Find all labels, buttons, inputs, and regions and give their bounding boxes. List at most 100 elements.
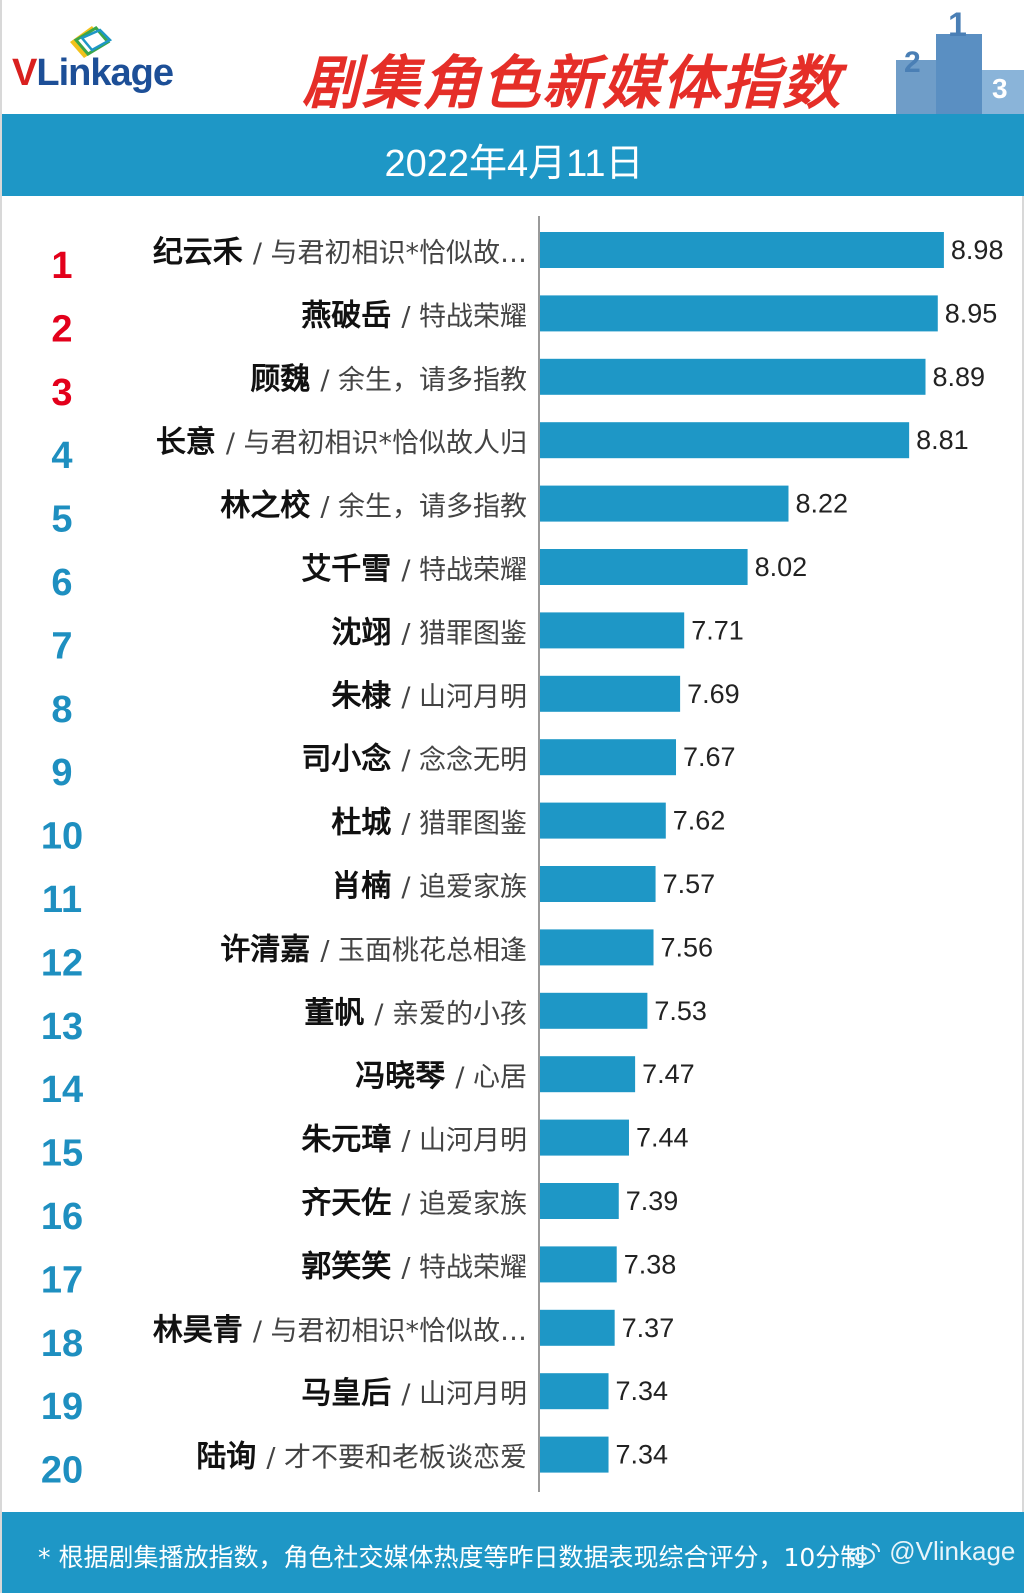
drama-name: / 追爱家族 bbox=[401, 872, 527, 903]
bar bbox=[540, 358, 926, 395]
ranking-bar-chart: 8.98 1 纪云禾 / 与君初相识*恰似故… 8.95 2 燕破岳 / 特战荣耀 8.89 3 顾… bbox=[41, 216, 1004, 1492]
category-label: 燕破岳 / 特战荣耀 bbox=[301, 298, 527, 333]
drama-name: / 玉面桃花总相逢 bbox=[320, 935, 527, 966]
character-name: 陆询 bbox=[196, 1440, 256, 1475]
rank-label: 2 bbox=[51, 308, 72, 350]
value-label: 7.37 bbox=[622, 1313, 675, 1343]
character-name: 燕破岳 bbox=[301, 298, 391, 333]
header: VLinkage 剧集角色新媒体指数 2 1 3 bbox=[2, 0, 1024, 117]
watermark-text: @Vlinkage bbox=[889, 1536, 1016, 1566]
drama-name: / 山河月明 bbox=[401, 1379, 527, 1410]
value-label: 7.34 bbox=[616, 1376, 669, 1406]
drama-name: / 特战荣耀 bbox=[401, 1252, 527, 1283]
value-label: 8.98 bbox=[951, 235, 1004, 265]
value-label: 7.34 bbox=[616, 1440, 669, 1470]
date-label: 2022年4月11日 bbox=[384, 143, 644, 185]
category-label: 林之校 / 余生，请多指教 bbox=[220, 489, 527, 524]
category-label: 董帆 / 亲爱的小孩 bbox=[304, 996, 527, 1031]
drama-name: / 与君初相识*恰似故人归 bbox=[226, 428, 527, 459]
category-label: 顾魏 / 余生，请多指教 bbox=[250, 362, 527, 397]
rank-label: 18 bbox=[41, 1323, 83, 1365]
drama-name: / 余生，请多指教 bbox=[320, 492, 527, 523]
character-name: 林昊青 bbox=[153, 1313, 243, 1348]
vlinkage-logo-mark-icon bbox=[70, 26, 113, 58]
drama-name: / 念念无明 bbox=[401, 745, 527, 776]
character-name: 司小念 bbox=[301, 742, 391, 777]
rank-label: 14 bbox=[41, 1069, 83, 1111]
drama-name: / 追爱家族 bbox=[401, 1189, 527, 1220]
character-name: 长意 bbox=[156, 425, 216, 460]
svg-text:1: 1 bbox=[948, 10, 967, 44]
value-label: 8.81 bbox=[916, 425, 969, 455]
logo-rest: Linkage bbox=[36, 52, 174, 94]
character-name: 林之校 bbox=[220, 489, 310, 524]
category-label: 朱元璋 / 山河月明 bbox=[301, 1123, 527, 1158]
bar bbox=[540, 1183, 619, 1219]
category-label: 纪云禾 / 与君初相识*恰似故… bbox=[153, 235, 527, 270]
value-label: 7.57 bbox=[663, 869, 716, 899]
character-name: 冯晓琴 bbox=[355, 1059, 445, 1094]
rank-label: 20 bbox=[41, 1450, 83, 1492]
category-label: 齐天佐 / 追爱家族 bbox=[301, 1186, 527, 1221]
value-label: 7.53 bbox=[654, 996, 707, 1026]
category-label: 陆询 / 才不要和老板谈恋爱 bbox=[196, 1440, 527, 1475]
rank-label: 11 bbox=[42, 879, 82, 921]
category-label: 朱棣 / 山河月明 bbox=[331, 679, 527, 714]
rank-label: 19 bbox=[41, 1386, 83, 1428]
value-label: 7.47 bbox=[642, 1059, 695, 1089]
rank-label: 7 bbox=[51, 625, 72, 667]
logo-v: V bbox=[12, 52, 37, 94]
drama-name: / 与君初相识*恰似故… bbox=[253, 1316, 527, 1347]
footnote: * 根据剧集播放指数，角色社交媒体热度等昨日数据表现综合评分，10分制 bbox=[38, 1543, 866, 1572]
value-label: 7.67 bbox=[683, 742, 736, 772]
drama-name: / 余生，请多指教 bbox=[320, 365, 527, 396]
bar bbox=[540, 612, 685, 649]
bar bbox=[540, 929, 654, 966]
value-label: 7.56 bbox=[661, 932, 714, 962]
character-name: 纪云禾 bbox=[153, 235, 243, 270]
footer: * 根据剧集播放指数，角色社交媒体热度等昨日数据表现综合评分，10分制 @Vli… bbox=[2, 1512, 1024, 1593]
value-label: 7.38 bbox=[624, 1249, 677, 1279]
character-name: 马皇后 bbox=[301, 1376, 391, 1411]
bar bbox=[540, 802, 666, 839]
drama-name: / 特战荣耀 bbox=[401, 301, 527, 332]
value-label: 7.39 bbox=[626, 1186, 679, 1216]
watermark: @Vlinkage bbox=[848, 1536, 1015, 1567]
drama-name: / 山河月明 bbox=[401, 682, 527, 713]
category-label: 冯晓琴 / 心居 bbox=[355, 1059, 527, 1094]
drama-name: / 心居 bbox=[455, 1062, 527, 1093]
character-name: 郭笑笑 bbox=[301, 1249, 391, 1284]
drama-name: / 山河月明 bbox=[401, 1126, 527, 1157]
category-label: 沈翊 / 猎罪图鉴 bbox=[331, 615, 527, 650]
bar bbox=[540, 485, 789, 522]
bar bbox=[540, 1436, 609, 1473]
category-label: 肖楠 / 追爱家族 bbox=[331, 869, 527, 904]
value-label: 8.22 bbox=[795, 489, 848, 519]
bar bbox=[540, 992, 648, 1029]
character-name: 朱棣 bbox=[331, 679, 391, 714]
category-label: 许清嘉 / 玉面桃花总相逢 bbox=[220, 932, 527, 967]
bar bbox=[540, 295, 938, 332]
character-name: 许清嘉 bbox=[220, 932, 310, 967]
character-name: 肖楠 bbox=[331, 869, 391, 904]
value-label: 8.89 bbox=[933, 362, 986, 392]
value-label: 8.95 bbox=[945, 298, 998, 328]
date-banner: 2022年4月11日 bbox=[2, 114, 1024, 196]
character-name: 齐天佐 bbox=[301, 1186, 391, 1221]
rank-label: 15 bbox=[41, 1133, 83, 1175]
category-label: 林昊青 / 与君初相识*恰似故… bbox=[153, 1313, 527, 1348]
podium-icon: 2 1 3 bbox=[896, 10, 1024, 114]
logo-text: VLinkage bbox=[12, 52, 174, 95]
character-name: 董帆 bbox=[304, 996, 364, 1031]
bar bbox=[540, 1373, 609, 1410]
bar bbox=[540, 1056, 636, 1093]
drama-name: / 与君初相识*恰似故… bbox=[253, 238, 527, 269]
character-name: 顾魏 bbox=[250, 362, 310, 397]
value-label: 8.02 bbox=[755, 552, 808, 582]
value-label: 7.44 bbox=[636, 1123, 689, 1153]
category-label: 艾千雪 / 特战荣耀 bbox=[301, 552, 527, 587]
value-label: 7.71 bbox=[691, 615, 744, 645]
value-label: 7.69 bbox=[687, 679, 740, 709]
rank-label: 8 bbox=[51, 689, 72, 731]
